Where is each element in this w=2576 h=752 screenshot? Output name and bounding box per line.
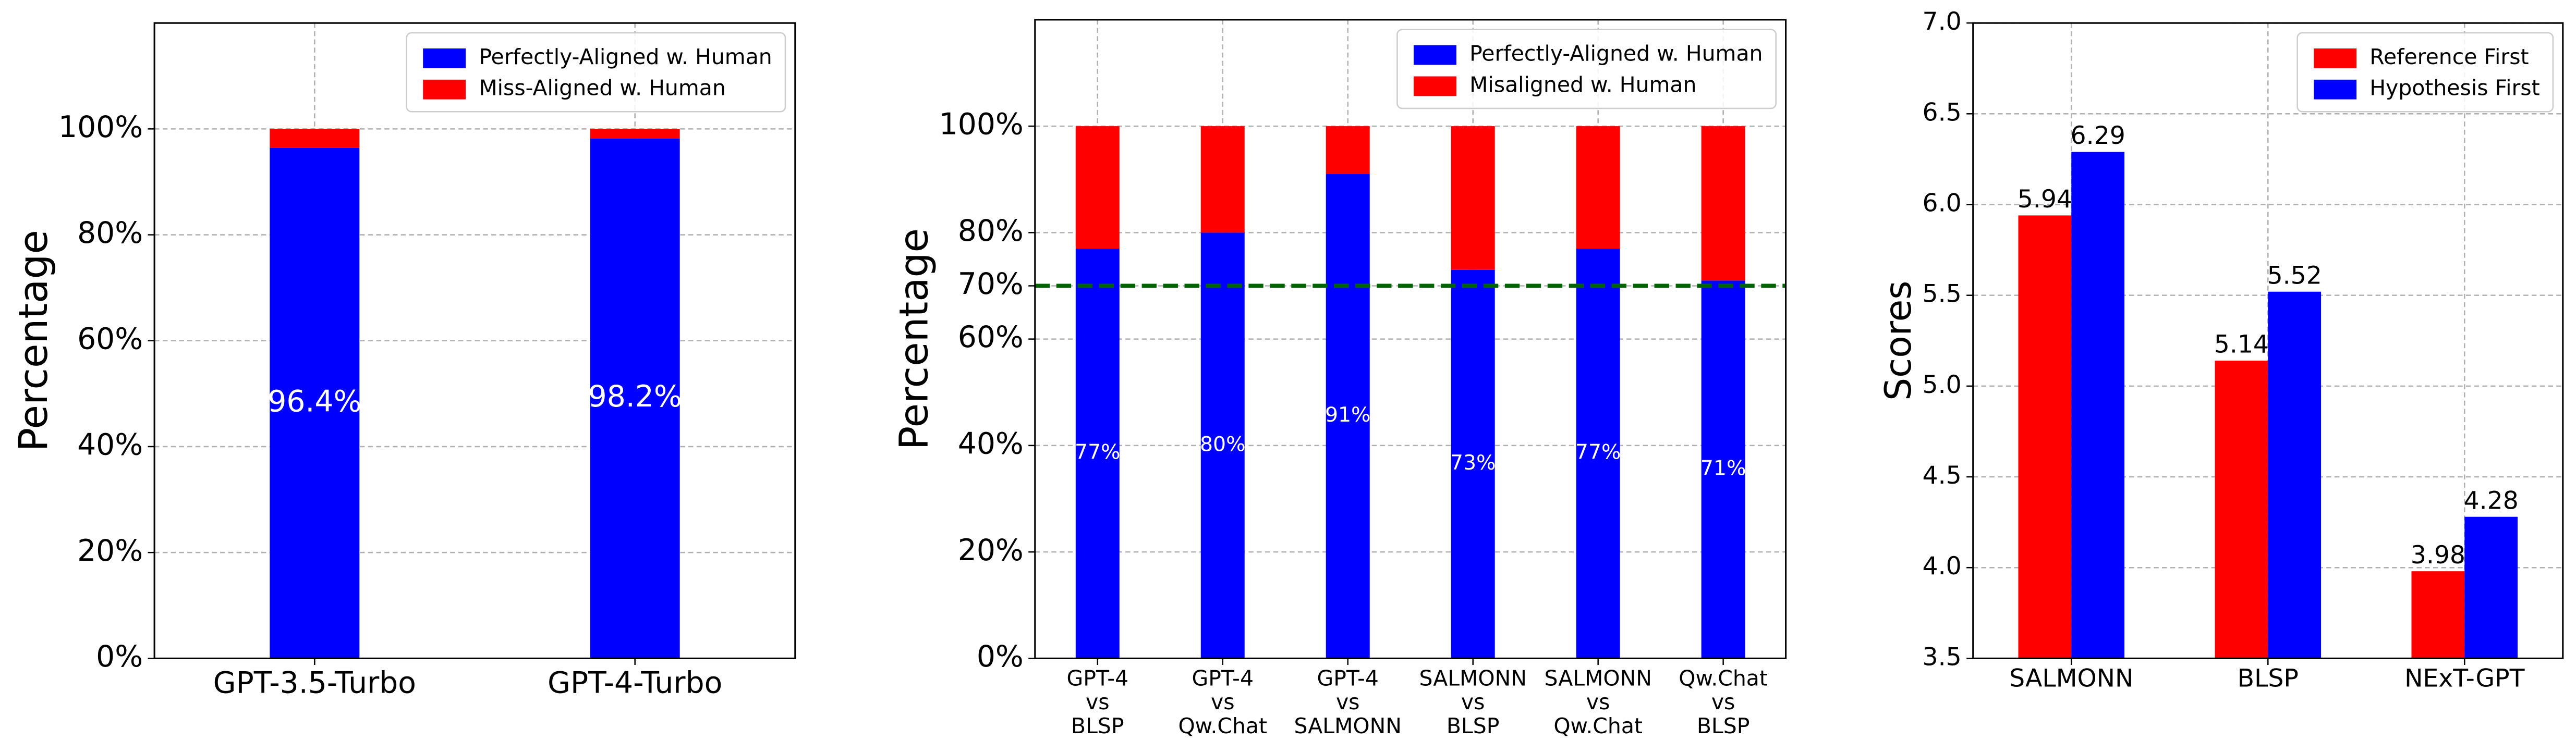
y-axis-label: Percentage bbox=[891, 228, 937, 450]
legend-label: Miss-Aligned w. Human bbox=[479, 76, 725, 101]
legend-box bbox=[2296, 32, 2554, 113]
bar bbox=[590, 138, 680, 659]
legend-swatch bbox=[1413, 45, 1456, 65]
y-tick-label: 0% bbox=[96, 639, 143, 674]
axes-frame bbox=[153, 22, 796, 659]
legend-swatch bbox=[2314, 48, 2357, 68]
bar bbox=[1701, 126, 1745, 281]
bar bbox=[2411, 571, 2465, 659]
bar bbox=[1075, 126, 1120, 249]
x-tick-label: NExT-GPT bbox=[2404, 664, 2525, 693]
bar bbox=[1451, 126, 1495, 270]
value-label: 77% bbox=[1075, 440, 1121, 464]
subplot: 0% 20% 40% 60% 80% 100% GPT-3.5-Turbo GPT-4-Tur… bbox=[10, 22, 796, 700]
legend-label: Misaligned w. Human bbox=[1469, 72, 1696, 97]
bar bbox=[1200, 126, 1245, 233]
y-tick-label: 6.5 bbox=[1923, 98, 1962, 127]
bar bbox=[2018, 215, 2072, 659]
y-tick-label: 3.5 bbox=[1923, 643, 1962, 671]
x-tick-label: GPT-4-Turbo bbox=[548, 665, 722, 700]
bar bbox=[1200, 232, 1245, 659]
subplot: 0% 20% 40% 60% 70% 80% 100% GPT-4 vs BLSP GPT-4 vs Q… bbox=[891, 19, 1787, 738]
y-tick-label: 60% bbox=[77, 322, 143, 356]
x-tick-label: GPT-4 vs SALMONN bbox=[1294, 665, 1402, 738]
legend: Perfectly-Aligned w. Human Misaligned w. … bbox=[1396, 29, 1777, 109]
bar bbox=[1576, 126, 1620, 249]
y-tick-label: 80% bbox=[958, 214, 1024, 248]
bar bbox=[2215, 361, 2268, 659]
bar bbox=[1701, 280, 1745, 659]
y-tick-label: 6.0 bbox=[1923, 189, 1962, 217]
x-tick-label: SALMONN vs BLSP bbox=[1419, 665, 1527, 738]
value-label: 77% bbox=[1575, 440, 1621, 464]
legend: Perfectly-Aligned w. Human Miss-Aligned w… bbox=[406, 32, 786, 113]
x-tick-label: BLSP bbox=[2238, 664, 2299, 693]
x-tick-label: Qw.Chat vs BLSP bbox=[1679, 665, 1768, 738]
bar bbox=[1451, 269, 1495, 659]
y-tick-label: 20% bbox=[958, 533, 1024, 568]
value-label: 73% bbox=[1450, 451, 1496, 475]
legend-swatch bbox=[423, 79, 466, 100]
y-tick-label: 5.0 bbox=[1923, 371, 1962, 399]
y-tick-label: 0% bbox=[977, 639, 1024, 674]
bar bbox=[1576, 248, 1620, 659]
y-tick-label: 60% bbox=[958, 320, 1024, 354]
bar bbox=[590, 129, 680, 139]
legend-swatch bbox=[423, 48, 466, 68]
bar bbox=[270, 129, 360, 148]
bar bbox=[1326, 126, 1370, 175]
x-tick-label: GPT-4 vs Qw.Chat bbox=[1178, 665, 1267, 738]
x-tick-label: GPT-3.5-Turbo bbox=[213, 665, 416, 700]
bar bbox=[270, 147, 360, 659]
value-label: 80% bbox=[1200, 432, 1246, 456]
x-tick-label: SALMONN bbox=[2009, 664, 2133, 693]
y-tick-label: 100% bbox=[939, 107, 1024, 142]
y-tick-label: 80% bbox=[77, 216, 143, 250]
x-tick-label: SALMONN vs Qw.Chat bbox=[1544, 665, 1651, 738]
y-axis-label: Percentage bbox=[10, 230, 56, 451]
legend: Reference First Hypothesis First bbox=[2296, 32, 2554, 113]
bar bbox=[2464, 516, 2518, 659]
bar bbox=[1326, 174, 1370, 659]
value-label: 4.28 bbox=[2464, 486, 2519, 515]
legend-label: Perfectly-Aligned w. Human bbox=[479, 44, 772, 69]
y-tick-label: 7.0 bbox=[1923, 7, 1962, 36]
value-label: 98.2% bbox=[588, 379, 682, 414]
legend-swatch bbox=[1413, 76, 1456, 96]
legend-label: Reference First bbox=[2370, 44, 2529, 69]
y-axis-label: Scores bbox=[1878, 281, 1919, 401]
legend-box bbox=[1396, 29, 1777, 109]
bar bbox=[2071, 152, 2125, 659]
y-tick-label: 20% bbox=[77, 534, 143, 568]
legend-label: Perfectly-Aligned w. Human bbox=[1469, 41, 1763, 66]
axes-frame bbox=[1034, 19, 1787, 659]
bar bbox=[1075, 248, 1120, 659]
value-label: 5.14 bbox=[2214, 330, 2269, 359]
value-label: 5.52 bbox=[2267, 261, 2322, 290]
y-tick-label: 40% bbox=[958, 426, 1024, 461]
y-tick-label: 4.0 bbox=[1923, 552, 1962, 581]
y-tick-label: 100% bbox=[58, 110, 143, 144]
value-label: 6.29 bbox=[2071, 121, 2125, 150]
x-tick-label: GPT-4 vs BLSP bbox=[1067, 665, 1128, 738]
value-label: 71% bbox=[1700, 456, 1746, 480]
bar bbox=[2268, 291, 2322, 659]
axes-frame bbox=[1972, 22, 2564, 659]
legend-box bbox=[406, 32, 786, 113]
y-tick-label: 40% bbox=[77, 428, 143, 462]
value-label: 96.4% bbox=[268, 384, 361, 418]
y-tick-label: 70% bbox=[958, 267, 1024, 301]
legend-label: Hypothesis First bbox=[2370, 76, 2539, 101]
y-tick-label: 5.5 bbox=[1923, 280, 1962, 309]
subplot: 3.5 4.0 4.5 5.0 5.5 6.0 6.5 7.0 SALMONN BLSP NExT-… bbox=[1878, 7, 2564, 693]
value-label: 5.94 bbox=[2018, 185, 2072, 214]
y-tick-label: 4.5 bbox=[1923, 461, 1962, 490]
value-label: 3.98 bbox=[2411, 541, 2465, 570]
legend-swatch bbox=[2314, 79, 2357, 100]
value-label: 91% bbox=[1325, 403, 1371, 427]
